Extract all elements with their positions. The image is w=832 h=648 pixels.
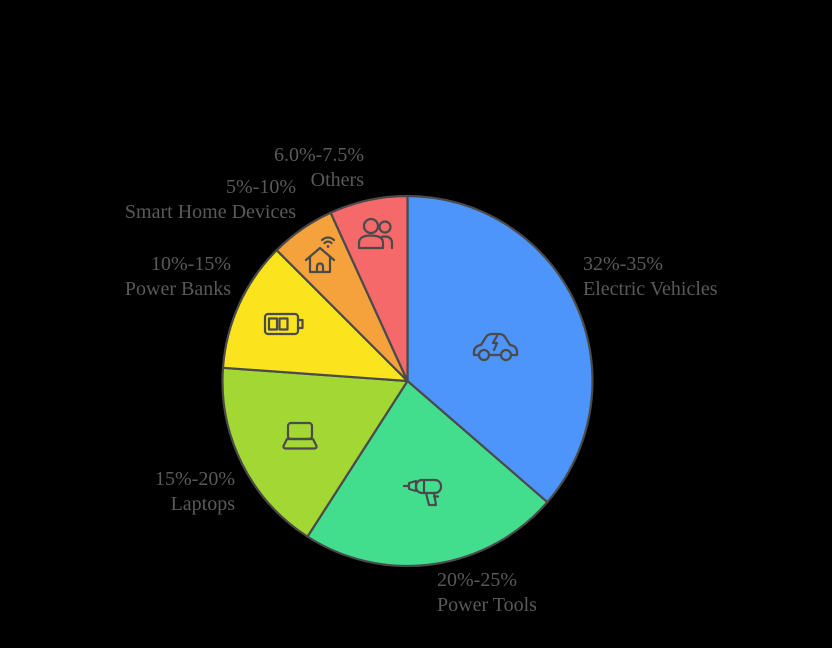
smart-home-icon	[304, 236, 336, 274]
laptop-icon	[282, 421, 318, 450]
drill-icon	[402, 478, 443, 507]
pie-slice-power-banks[interactable]	[221, 249, 409, 383]
pie-slice-others[interactable]	[329, 194, 409, 383]
battery-icon	[263, 312, 304, 336]
pie-slice-electric-vehicles[interactable]	[406, 194, 594, 504]
pie-slice-power-tools[interactable]	[306, 379, 549, 568]
pie-slice-laptops[interactable]	[221, 366, 409, 538]
people-icon	[357, 217, 394, 250]
electric-car-icon	[472, 332, 519, 362]
